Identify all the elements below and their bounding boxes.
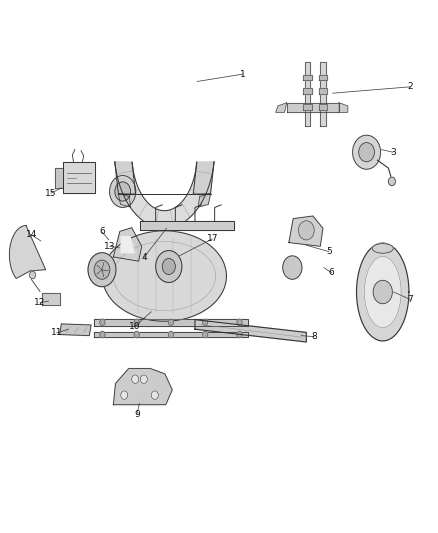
Text: 14: 14: [25, 230, 37, 239]
Polygon shape: [339, 103, 348, 112]
Circle shape: [373, 280, 392, 304]
Circle shape: [237, 332, 242, 338]
Polygon shape: [94, 332, 248, 337]
Circle shape: [29, 271, 35, 279]
Polygon shape: [198, 194, 211, 207]
Polygon shape: [318, 104, 327, 110]
Polygon shape: [364, 256, 401, 328]
Polygon shape: [276, 103, 287, 112]
Polygon shape: [42, 293, 60, 305]
Text: 6: 6: [329, 269, 335, 277]
Circle shape: [115, 182, 131, 201]
Circle shape: [132, 375, 139, 383]
Polygon shape: [113, 228, 142, 261]
Polygon shape: [303, 104, 311, 110]
Text: 4: 4: [141, 253, 147, 262]
Text: 10: 10: [129, 321, 141, 330]
Circle shape: [237, 319, 242, 326]
Circle shape: [359, 143, 374, 162]
Circle shape: [100, 319, 105, 326]
Polygon shape: [193, 162, 214, 194]
Polygon shape: [303, 88, 311, 94]
Polygon shape: [102, 231, 226, 321]
Polygon shape: [141, 221, 234, 230]
Circle shape: [134, 332, 139, 338]
Polygon shape: [320, 62, 325, 126]
Text: 6: 6: [99, 228, 105, 237]
Text: 8: 8: [311, 332, 317, 341]
Circle shape: [155, 251, 182, 282]
Polygon shape: [94, 319, 248, 326]
Circle shape: [203, 319, 208, 326]
Circle shape: [134, 319, 139, 326]
Polygon shape: [304, 62, 310, 126]
Polygon shape: [357, 243, 409, 341]
Polygon shape: [115, 162, 214, 228]
Circle shape: [353, 135, 381, 169]
Text: 12: 12: [34, 298, 46, 307]
Polygon shape: [113, 368, 172, 405]
Text: 3: 3: [390, 148, 396, 157]
Circle shape: [100, 332, 105, 338]
Circle shape: [298, 221, 314, 240]
Circle shape: [168, 332, 173, 338]
Text: 15: 15: [45, 189, 57, 198]
Polygon shape: [60, 324, 91, 336]
Circle shape: [151, 391, 158, 399]
Circle shape: [88, 253, 116, 287]
Polygon shape: [195, 320, 306, 342]
Circle shape: [168, 319, 173, 326]
Polygon shape: [55, 167, 63, 188]
Circle shape: [110, 175, 136, 207]
Circle shape: [121, 391, 128, 399]
Polygon shape: [289, 216, 323, 246]
Text: 5: 5: [326, 247, 332, 256]
Polygon shape: [63, 163, 95, 193]
Text: 9: 9: [134, 410, 140, 419]
Ellipse shape: [372, 244, 393, 253]
Polygon shape: [303, 75, 311, 80]
Polygon shape: [10, 225, 46, 278]
Circle shape: [389, 177, 396, 185]
Text: 17: 17: [207, 235, 218, 244]
Text: 7: 7: [407, 295, 413, 304]
Polygon shape: [118, 194, 131, 207]
Text: 1: 1: [240, 70, 246, 78]
Text: 11: 11: [51, 328, 62, 337]
Polygon shape: [318, 88, 327, 94]
Circle shape: [203, 332, 208, 338]
Polygon shape: [287, 103, 339, 112]
Polygon shape: [115, 162, 136, 194]
Text: 2: 2: [407, 82, 413, 91]
Text: 13: 13: [104, 242, 116, 251]
Polygon shape: [318, 75, 327, 80]
Circle shape: [94, 260, 110, 279]
Circle shape: [283, 256, 302, 279]
Circle shape: [141, 375, 148, 383]
Polygon shape: [121, 237, 134, 253]
Circle shape: [162, 259, 175, 274]
